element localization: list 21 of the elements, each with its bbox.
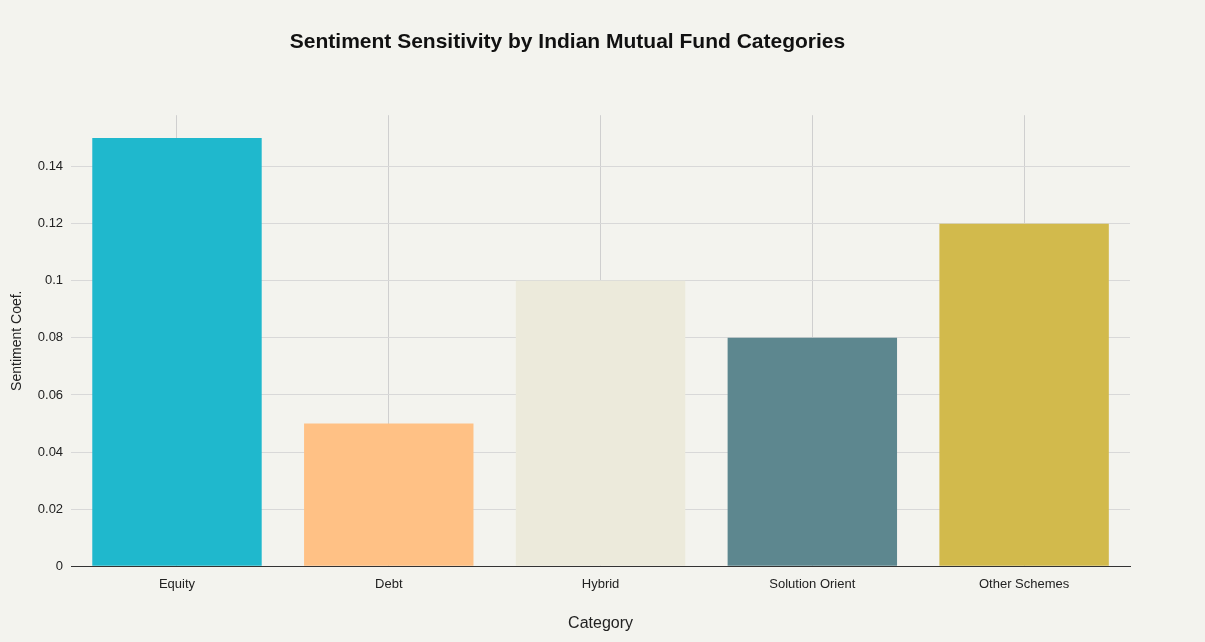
y-tick-label: 0.02 xyxy=(37,500,64,516)
y-tick-label: 0.12 xyxy=(37,215,64,231)
bar xyxy=(92,138,262,566)
x-tick-label: Debt xyxy=(375,575,403,591)
bar xyxy=(939,223,1109,566)
x-tick-label: Solution Orient xyxy=(769,575,856,591)
y-axis-title: Sentiment Coef. xyxy=(8,290,25,391)
bar xyxy=(304,423,474,566)
x-tick-label: Hybrid xyxy=(581,575,620,591)
x-axis-title: Category xyxy=(568,613,634,631)
y-tick-label: 0 xyxy=(55,557,64,573)
y-tick-label: 0.1 xyxy=(45,272,64,288)
x-tick-label: Other Schemes xyxy=(978,575,1070,591)
y-tick-label: 0.14 xyxy=(37,158,64,174)
bar xyxy=(515,280,686,566)
x-tick-label: Equity xyxy=(158,575,196,591)
y-tick-label: 0.06 xyxy=(37,386,64,402)
y-tick-label: 0.08 xyxy=(37,329,64,345)
bar xyxy=(727,337,898,566)
y-tick-label: 0.04 xyxy=(37,443,64,459)
chart-title: Sentiment Sensitivity by Indian Mutual Fund Categories xyxy=(289,29,846,53)
